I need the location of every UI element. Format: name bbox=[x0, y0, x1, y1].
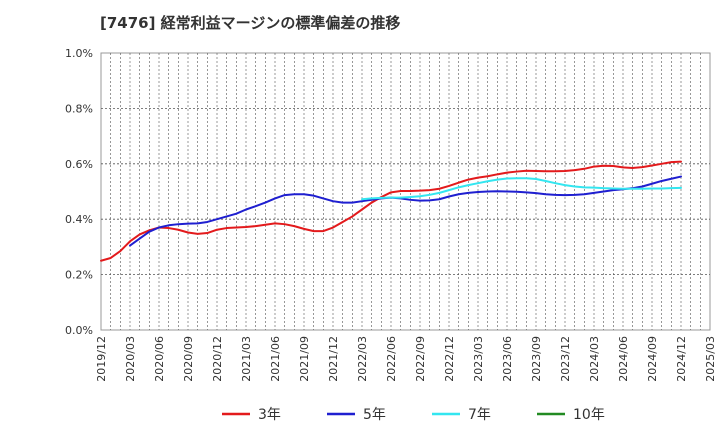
x-tick-label: 2021/03 bbox=[240, 336, 253, 382]
chart-title: [7476] 経常利益マージンの標準偏差の推移 bbox=[100, 14, 401, 32]
y-tick-label: 0.4% bbox=[65, 213, 93, 226]
x-tick-label: 2019/12 bbox=[95, 336, 108, 382]
series-line-5年 bbox=[129, 175, 682, 247]
x-tick-label: 2020/03 bbox=[124, 336, 137, 382]
x-tick-label: 2021/12 bbox=[327, 336, 340, 382]
x-tick-label: 2020/06 bbox=[153, 336, 166, 382]
y-tick-label: 0.6% bbox=[65, 158, 93, 171]
series-line-3年 bbox=[100, 160, 682, 262]
x-tick-label: 2022/03 bbox=[356, 336, 369, 382]
y-tick-label: 0.8% bbox=[65, 102, 93, 115]
x-tick-label: 2023/09 bbox=[530, 336, 543, 382]
x-tick-label: 2022/06 bbox=[385, 336, 398, 382]
x-tick-label: 2024/03 bbox=[588, 336, 601, 382]
y-tick-label: 0.0% bbox=[65, 324, 93, 337]
legend-label-10年: 10年 bbox=[573, 407, 605, 423]
y-tick-label: 0.2% bbox=[65, 269, 93, 282]
x-tick-label: 2025/03 bbox=[704, 336, 717, 382]
x-tick-label: 2024/09 bbox=[646, 336, 659, 382]
x-tick-label: 2024/06 bbox=[617, 336, 630, 382]
legend-label-7年: 7年 bbox=[468, 407, 491, 423]
x-tick-label: 2020/12 bbox=[211, 336, 224, 382]
x-tick-label: 2022/12 bbox=[443, 336, 456, 382]
x-tick-label: 2023/12 bbox=[559, 336, 572, 382]
x-tick-label: 2024/12 bbox=[675, 336, 688, 382]
legend-label-5年: 5年 bbox=[363, 407, 386, 423]
x-tick-label: 2020/09 bbox=[182, 336, 195, 382]
x-tick-label: 2021/06 bbox=[269, 336, 282, 382]
x-tick-label: 2021/09 bbox=[298, 336, 311, 382]
x-tick-label: 2023/03 bbox=[472, 336, 485, 382]
legend-label-3年: 3年 bbox=[258, 407, 281, 423]
x-tick-label: 2022/09 bbox=[414, 336, 427, 382]
y-tick-label: 1.0% bbox=[65, 47, 93, 60]
x-tick-label: 2023/06 bbox=[501, 336, 514, 382]
series-line-7年 bbox=[361, 177, 682, 201]
